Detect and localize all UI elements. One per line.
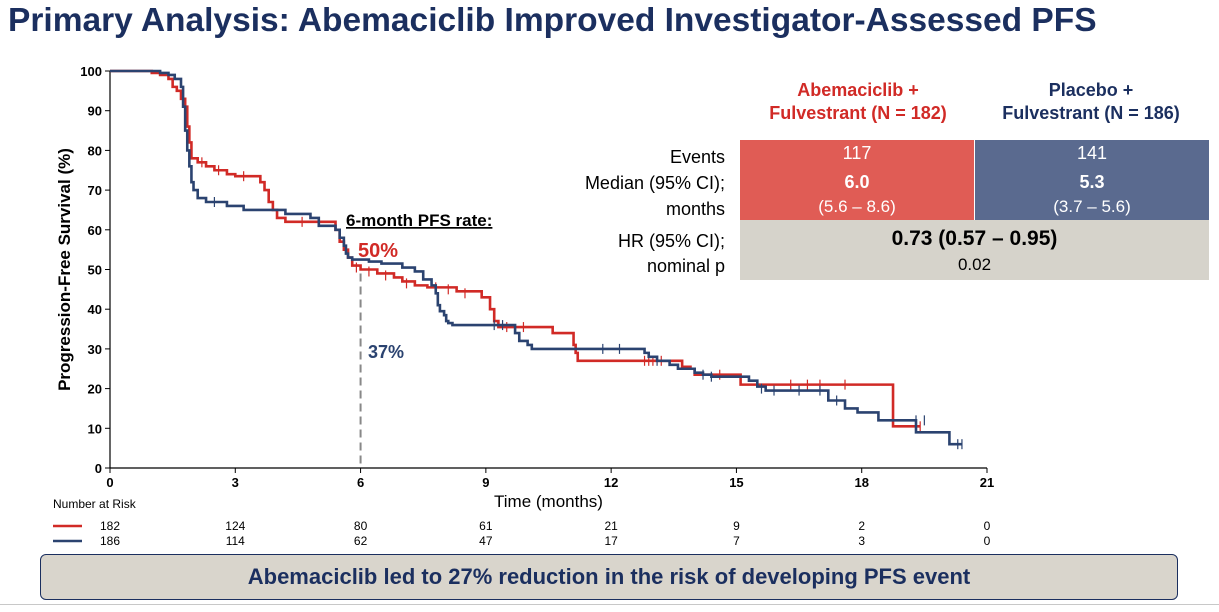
placebo-events: 141: [1076, 143, 1108, 163]
abema-curve: [110, 69, 921, 428]
risk-count: 9: [733, 519, 740, 533]
y-axis-label: Progression-Free Survival (%): [55, 148, 74, 391]
pfs-rate-label: 6-month PFS rate:: [346, 211, 492, 230]
y-tick-label: 50: [88, 263, 102, 278]
x-tick-label: 21: [980, 475, 994, 490]
y-tick-label: 0: [95, 461, 102, 476]
placebo-header-line1: Placebo +: [1048, 80, 1134, 100]
median-label: Median (95% CI);: [584, 173, 725, 193]
x-tick-label: 18: [854, 475, 868, 490]
conclusion-text: Abemaciclib led to 27% reduction in the …: [247, 564, 971, 589]
risk-count: 0: [984, 519, 991, 533]
x-tick-label: 15: [729, 475, 743, 490]
hr-label: HR (95% CI);: [617, 231, 725, 251]
x-tick-label: 6: [357, 475, 364, 490]
y-tick-label: 30: [88, 342, 102, 357]
risk-count: 21: [604, 519, 618, 533]
y-tick-label: 40: [88, 302, 102, 317]
x-tick-label: 9: [482, 475, 489, 490]
hr-value: 0.73 (0.57 – 0.95): [891, 227, 1058, 250]
months-label: months: [665, 199, 725, 219]
p-label: nominal p: [646, 256, 725, 276]
placebo-header: Placebo + Fulvestrant (N = 186): [975, 79, 1207, 125]
abema-6mo-rate: 50%: [358, 240, 398, 262]
risk-count: 0: [984, 534, 991, 548]
risk-count: 186: [100, 534, 120, 548]
page-title: Primary Analysis: Abemaciclib Improved I…: [8, 2, 1097, 39]
y-tick-label: 100: [80, 64, 102, 79]
p-value: 0.02: [957, 255, 992, 274]
risk-count: 61: [479, 519, 493, 533]
x-tick-label: 3: [232, 475, 239, 490]
risk-count: 80: [354, 519, 368, 533]
risk-count: 182: [100, 519, 120, 533]
risk-count: 17: [604, 534, 618, 548]
y-tick-label: 60: [88, 223, 102, 238]
risk-count: 2: [858, 519, 865, 533]
events-label: Events: [669, 147, 725, 167]
risk-count: 114: [226, 534, 245, 548]
x-tick-label: 12: [604, 475, 618, 490]
conclusion-banner: Abemaciclib led to 27% reduction in the …: [40, 554, 1178, 600]
risk-count: 3: [858, 534, 865, 548]
y-tick-label: 10: [88, 421, 102, 436]
risk-count: 47: [479, 534, 493, 548]
placebo-ci: (3.7 – 5.6): [1053, 197, 1131, 216]
placebo-header-line2: Fulvestrant (N = 186): [1002, 103, 1180, 123]
y-tick-label: 80: [88, 143, 102, 158]
abema-header: Abemaciclib + Fulvestrant (N = 182): [742, 79, 974, 125]
risk-count: 62: [354, 534, 368, 548]
placebo-curve: [110, 69, 962, 446]
summary-cell: [740, 220, 1209, 280]
abema-median: 6.0: [844, 172, 870, 192]
abema-cell: [740, 140, 974, 220]
y-tick-label: 20: [88, 382, 102, 397]
x-tick-label: 0: [106, 475, 113, 490]
abema-header-line2: Fulvestrant (N = 182): [769, 103, 947, 123]
y-tick-label: 90: [88, 104, 102, 119]
placebo-6mo-rate: 37%: [368, 342, 404, 362]
risk-count: 7: [733, 534, 740, 548]
y-tick-label: 70: [88, 183, 102, 198]
abema-header-line1: Abemaciclib +: [797, 80, 919, 100]
risk-count: 124: [225, 519, 245, 533]
risk-table-label: Number at Risk: [53, 497, 137, 511]
footer-divider: [0, 604, 1219, 605]
placebo-cell: [975, 140, 1209, 220]
abema-events: 117: [842, 143, 872, 163]
x-axis-label: Time (months): [494, 492, 603, 511]
placebo-median: 5.3: [1079, 172, 1105, 192]
abema-ci: (5.6 – 8.6): [818, 197, 896, 216]
